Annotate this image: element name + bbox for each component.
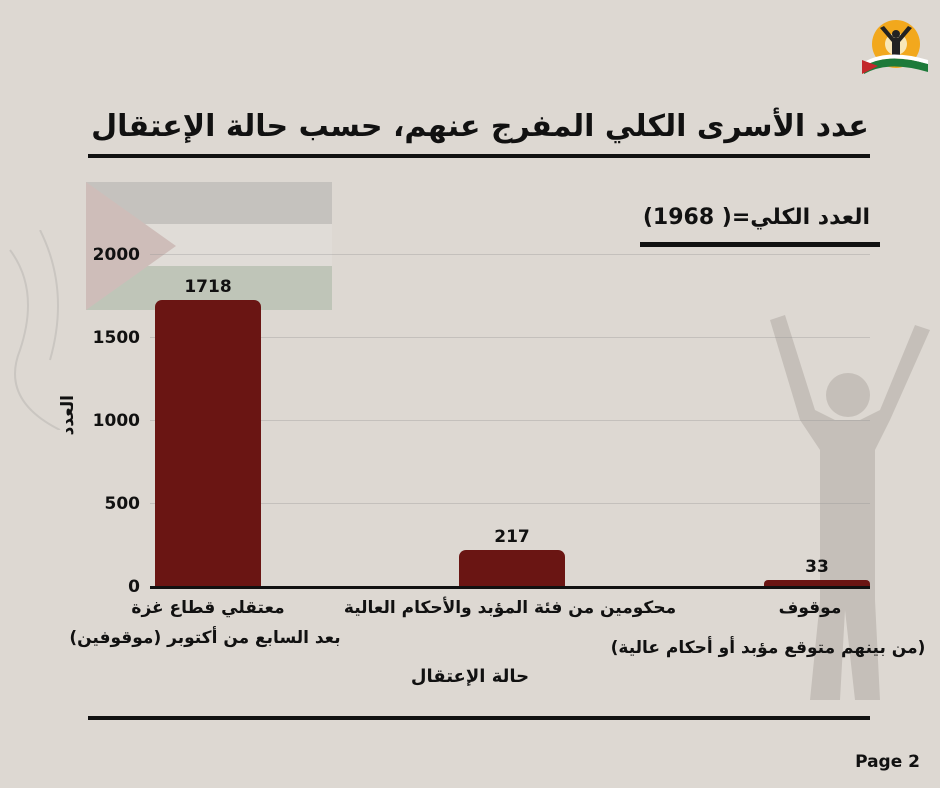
bar-life-sentenced[interactable] [459, 550, 565, 586]
organization-logo [862, 20, 928, 74]
category-label-detained-line2: (من بينهم متوقع مؤبد أو أحكام عالية) [600, 636, 936, 660]
category-label-gaza-line2: بعد السابع من أكتوبر (موقوفين) [40, 626, 370, 650]
bar-gaza-detainees[interactable] [155, 300, 261, 586]
chart-title: عدد الأسرى الكلي المفرج عنهم، حسب حالة ا… [91, 109, 869, 144]
category-line: محكومين من فئة المؤبد والأحكام العالية [343, 598, 677, 618]
total-count-label: العدد الكلي=( 1968) [642, 205, 870, 230]
bottom-divider [88, 716, 870, 720]
category-line: بعد السابع من أكتوبر (موقوفين) [69, 628, 341, 648]
bar-value-label: 1718 [184, 277, 232, 297]
category-label-life-sentenced: محكومين من فئة المؤبد والأحكام العالية [320, 596, 700, 620]
bar-value-label: 33 [805, 557, 829, 577]
gridline [150, 503, 870, 504]
category-line: معتقلي قطاع غزة [131, 598, 285, 618]
raised-arms-silhouette-decoration [770, 315, 930, 700]
x-axis-line [150, 586, 870, 589]
category-label-gaza: معتقلي قطاع غزة [120, 596, 296, 620]
gridline [150, 420, 870, 421]
category-line: (من بينهم متوقع مؤبد أو أحكام عالية) [610, 638, 926, 658]
gridline [150, 337, 870, 338]
category-label-detained: موقوف [760, 596, 860, 620]
page-number: Page 2 [855, 752, 920, 772]
bar-value-label: 217 [494, 527, 530, 547]
total-count-underline [640, 242, 880, 247]
x-axis-label: حالة الإعتقال [410, 666, 530, 687]
barbed-wire-decoration [9, 230, 61, 430]
category-line: موقوف [778, 598, 842, 618]
y-tick-0: 0 [128, 577, 140, 597]
y-tick-2000: 2000 [92, 245, 140, 265]
y-tick-500: 500 [104, 494, 141, 514]
gridline [150, 254, 870, 255]
title-divider [88, 154, 870, 158]
y-tick-1000: 1000 [92, 411, 140, 431]
bar-detained[interactable] [764, 580, 870, 586]
y-tick-1500: 1500 [92, 328, 140, 348]
